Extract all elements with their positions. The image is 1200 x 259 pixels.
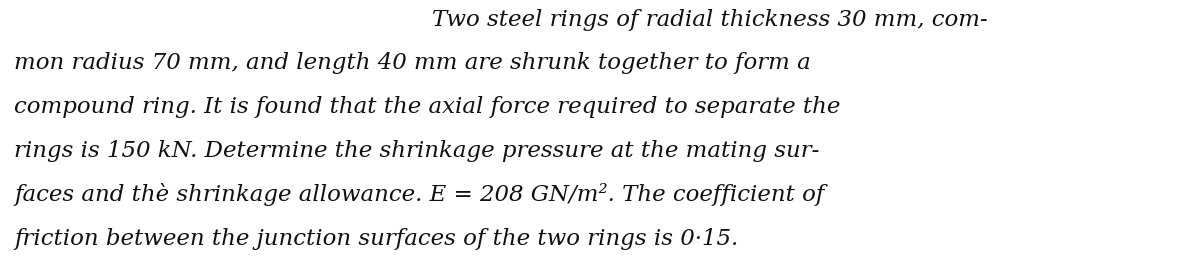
Text: compound ring. It is found that the axial force required to separate the: compound ring. It is found that the axia… (14, 96, 841, 118)
Text: rings is 150 kN. Determine the shrinkage pressure at the mating sur-: rings is 150 kN. Determine the shrinkage… (14, 140, 820, 162)
Text: faces and thè shrinkage allowance. E = 208 GN/m². The coefficient of: faces and thè shrinkage allowance. E = … (14, 183, 824, 206)
Text: mon radius 70 mm, and length 40 mm are shrunk together to form a: mon radius 70 mm, and length 40 mm are s… (14, 52, 811, 74)
Text: friction between the junction surfaces of the two rings is 0·15.: friction between the junction surfaces o… (14, 228, 739, 250)
Text: Two steel rings of radial thickness 30 mm, com-: Two steel rings of radial thickness 30 m… (432, 9, 988, 31)
